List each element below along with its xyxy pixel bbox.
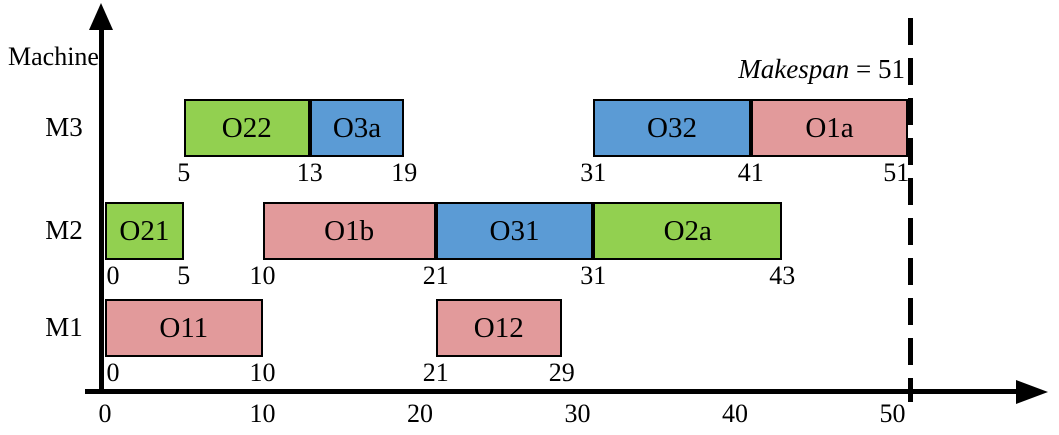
makespan-annotation: Makespan = 51 [735, 56, 905, 83]
gantt-bar-o1b: O1b [262, 202, 436, 260]
bar-time-label: 31 [580, 158, 607, 187]
bar-time-label: 5 [177, 261, 191, 290]
gantt-bar-o3a: O3a [309, 99, 405, 157]
makespan-annotation-word: Makespan [738, 54, 850, 84]
makespan-annotation-value: = 51 [849, 54, 905, 84]
bar-time-label: 29 [548, 358, 575, 387]
gantt-bar-o11: O11 [105, 299, 263, 357]
x-tick-label: 50 [879, 399, 906, 428]
bar-time-label: 21 [422, 358, 449, 387]
x-axis-arrowhead-icon [1016, 380, 1048, 404]
bar-time-label: 0 [106, 261, 120, 290]
y-axis-title: Machine [8, 42, 99, 71]
bar-time-label: 51 [883, 158, 910, 187]
gantt-bar-o31: O31 [435, 202, 594, 260]
x-tick-label: 20 [407, 399, 433, 428]
x-tick-label: 30 [564, 399, 591, 428]
gantt-bar-o21: O21 [105, 202, 184, 260]
bar-time-label: 41 [737, 158, 764, 187]
gantt-bar-o22: O22 [183, 99, 310, 157]
gantt-bar-o12: O12 [435, 299, 562, 357]
gantt-bar-o1a: O1a [750, 99, 909, 157]
x-tick-label: 0 [98, 399, 112, 428]
makespan-dashed-line [908, 18, 913, 402]
y-axis-arrowhead-icon [89, 3, 113, 30]
bar-time-label: 0 [106, 358, 120, 387]
bar-time-label: 13 [296, 158, 323, 187]
bar-time-label: 43 [769, 261, 796, 290]
bar-time-label: 19 [391, 158, 418, 187]
gantt-bar-o32: O32 [593, 99, 751, 157]
bar-time-label: 10 [249, 261, 276, 290]
x-tick-label: 40 [722, 399, 748, 428]
x-tick-label: 10 [249, 399, 276, 428]
x-axis-line [85, 389, 1020, 394]
bar-time-label: 21 [422, 261, 449, 290]
bar-time-label: 5 [177, 158, 191, 187]
gantt-bar-o2a: O2a [593, 202, 783, 260]
y-axis-line [99, 24, 104, 390]
bar-time-label: 31 [580, 261, 607, 290]
machine-label-m1: M1 [45, 312, 83, 342]
machine-label-m3: M3 [45, 112, 83, 142]
machine-label-m2: M2 [45, 215, 83, 245]
bar-time-label: 10 [249, 358, 276, 387]
